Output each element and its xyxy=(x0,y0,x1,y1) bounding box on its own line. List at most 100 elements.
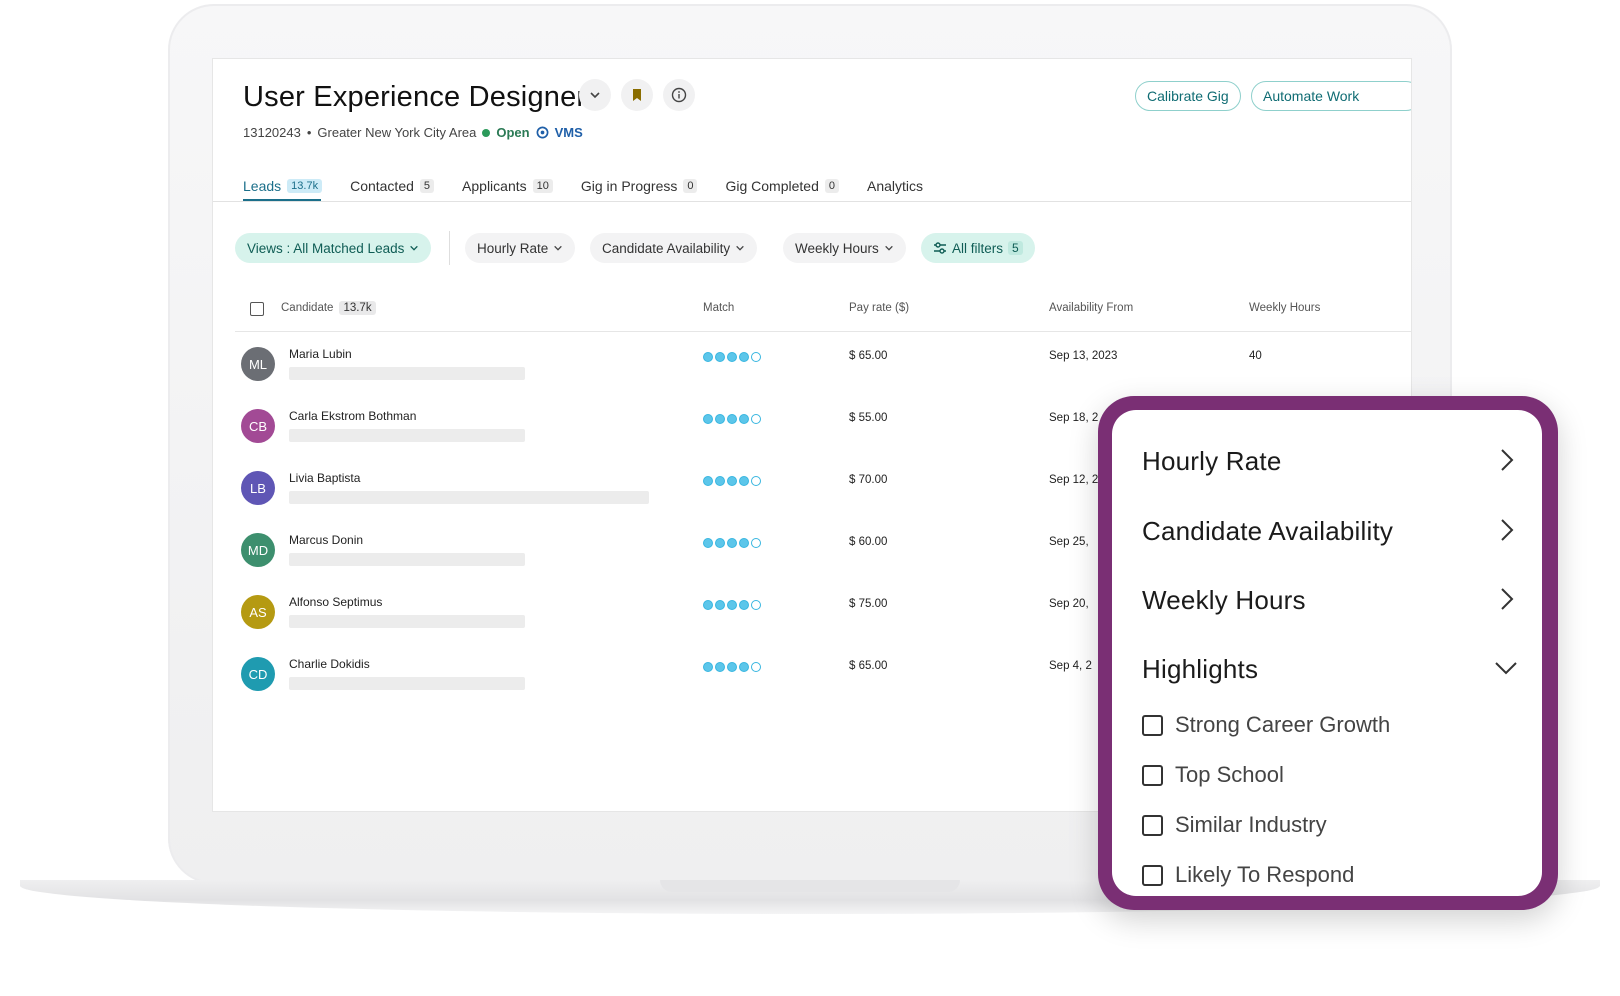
hourly-rate-filter[interactable]: Hourly Rate xyxy=(465,233,576,263)
pay-rate: $ 65.00 xyxy=(849,350,888,362)
table-row[interactable]: LB Livia Baptista $ 70.00 Sep 12, 2 xyxy=(213,461,1411,523)
chevron-right-icon[interactable] xyxy=(1494,587,1518,611)
info-button[interactable] xyxy=(663,79,695,111)
table-row[interactable]: CB Carla Ekstrom Bothman $ 55.00 Sep 18, 2 xyxy=(213,399,1411,461)
match-dot-empty-icon xyxy=(751,538,761,548)
candidate-name[interactable]: Charlie Dokidis xyxy=(289,657,370,671)
all-filters-button[interactable]: All filters 5 xyxy=(921,233,1035,263)
table-row[interactable]: MD Marcus Donin $ 60.00 Sep 25, xyxy=(213,523,1411,585)
tab-contacted[interactable]: Contacted 5 xyxy=(350,171,435,201)
tab-gig-in-progress[interactable]: Gig in Progress 0 xyxy=(581,171,698,201)
job-location: Greater New York City Area xyxy=(317,125,477,140)
match-score xyxy=(703,414,761,424)
weekly-hours: 40 xyxy=(1249,350,1262,362)
candidate-name[interactable]: Alfonso Septimus xyxy=(289,595,383,609)
highlight-option[interactable]: Likely To Respond xyxy=(1142,862,1354,888)
option-checkbox[interactable] xyxy=(1142,764,1163,786)
tab-applicants[interactable]: Applicants 10 xyxy=(462,171,553,201)
match-dot-empty-icon xyxy=(751,414,761,424)
pay-rate: $ 75.00 xyxy=(849,598,888,610)
status-badge: Open xyxy=(496,125,530,140)
chevron-right-icon[interactable] xyxy=(1494,518,1518,542)
option-label: Similar Industry xyxy=(1175,812,1327,837)
availability-date: Sep 13, 2023 xyxy=(1049,350,1118,362)
table-row[interactable]: AS Alfonso Septimus $ 75.00 Sep 20, xyxy=(213,585,1411,647)
candidate-name[interactable]: Marcus Donin xyxy=(289,533,364,547)
option-checkbox[interactable] xyxy=(1142,814,1163,836)
pay-rate: $ 60.00 xyxy=(849,536,888,548)
match-dot-filled-icon xyxy=(703,414,713,424)
candidate-detail-placeholder xyxy=(289,615,525,628)
table-row[interactable]: CD Charlie Dokidis $ 65.00 Sep 4, 2 xyxy=(213,647,1411,709)
filter-popup: Hourly Rate Candidate Availability Weekl… xyxy=(1098,396,1558,910)
info-icon xyxy=(671,87,687,103)
tab-count: 13.7k xyxy=(287,179,323,193)
popup-candidate-availability[interactable]: Candidate Availability xyxy=(1142,516,1394,546)
match-dot-filled-icon xyxy=(727,352,737,362)
page-title: User Experience Designer xyxy=(243,81,587,113)
chevron-right-icon[interactable] xyxy=(1494,448,1518,472)
select-all-checkbox[interactable] xyxy=(250,302,264,316)
candidate-count-badge: 13.7k xyxy=(339,301,376,315)
header-pay-rate: Pay rate ($) xyxy=(849,302,910,314)
chevron-down-icon xyxy=(590,92,600,99)
match-dot-filled-icon xyxy=(715,352,725,362)
match-dot-filled-icon xyxy=(715,414,725,424)
match-dot-filled-icon xyxy=(703,538,713,548)
match-score xyxy=(703,476,761,486)
availability-date: Sep 18, 2 xyxy=(1049,412,1099,424)
pay-rate: $ 65.00 xyxy=(849,660,888,672)
header-match: Match xyxy=(703,302,735,314)
tab-bar: Leads 13.7k Contacted 5 Applicants 10 Gi… xyxy=(243,171,951,201)
source-badge: VMS xyxy=(554,125,583,140)
avatar: CD xyxy=(241,657,275,691)
highlight-option[interactable]: Strong Career Growth xyxy=(1142,712,1390,738)
views-dropdown[interactable]: Views : All Matched Leads xyxy=(235,233,432,263)
filter-popup-panel: Hourly Rate Candidate Availability Weekl… xyxy=(1112,410,1542,896)
title-dropdown-button[interactable] xyxy=(579,79,611,111)
avatar: LB xyxy=(241,471,275,505)
tab-label: Applicants xyxy=(462,178,527,194)
option-label: Top School xyxy=(1175,762,1284,787)
tabs-divider xyxy=(213,201,1411,202)
match-dot-filled-icon xyxy=(739,662,749,672)
match-dot-filled-icon xyxy=(727,538,737,548)
chevron-down-icon[interactable] xyxy=(1494,656,1518,680)
match-dot-filled-icon xyxy=(715,600,725,610)
filter-label: Hourly Rate xyxy=(477,240,549,256)
match-dot-filled-icon xyxy=(703,352,713,362)
highlight-option[interactable]: Similar Industry xyxy=(1142,812,1327,838)
tab-analytics[interactable]: Analytics xyxy=(867,171,923,201)
popup-hourly-rate[interactable]: Hourly Rate xyxy=(1142,446,1282,476)
candidate-detail-placeholder xyxy=(289,491,649,504)
status-dot-icon xyxy=(482,128,491,137)
views-label: Views : All Matched Leads xyxy=(247,240,405,256)
avatar: CB xyxy=(241,409,275,443)
chevron-down-icon xyxy=(884,245,893,251)
candidate-name[interactable]: Carla Ekstrom Bothman xyxy=(289,409,417,423)
calibrate-gig-button[interactable]: Calibrate Gig xyxy=(1135,81,1241,111)
bookmark-button[interactable] xyxy=(621,79,653,111)
option-label: Likely To Respond xyxy=(1175,862,1355,887)
candidate-name[interactable]: Livia Baptista xyxy=(289,471,361,485)
candidate-name[interactable]: Maria Lubin xyxy=(289,347,352,361)
table-row[interactable]: ML Maria Lubin $ 65.00 Sep 13, 2023 40 xyxy=(213,337,1411,399)
match-dot-filled-icon xyxy=(703,476,713,486)
tab-leads[interactable]: Leads 13.7k xyxy=(243,171,323,201)
tab-gig-completed[interactable]: Gig Completed 0 xyxy=(725,171,839,201)
option-checkbox[interactable] xyxy=(1142,864,1163,886)
match-dot-filled-icon xyxy=(715,476,725,486)
match-dot-filled-icon xyxy=(727,414,737,424)
match-dot-filled-icon xyxy=(703,662,713,672)
automate-work-button[interactable]: Automate Work xyxy=(1251,81,1411,111)
laptop-notch xyxy=(660,880,960,892)
candidate-availability-filter[interactable]: Candidate Availability xyxy=(590,233,758,263)
weekly-hours-filter[interactable]: Weekly Hours xyxy=(783,233,906,263)
popup-weekly-hours[interactable]: Weekly Hours xyxy=(1142,585,1306,615)
candidate-detail-placeholder xyxy=(289,677,525,690)
popup-highlights[interactable]: Highlights xyxy=(1142,654,1259,684)
avatar: AS xyxy=(241,595,275,629)
highlight-option[interactable]: Top School xyxy=(1142,762,1284,788)
match-dot-filled-icon xyxy=(715,538,725,548)
option-checkbox[interactable] xyxy=(1142,714,1163,736)
